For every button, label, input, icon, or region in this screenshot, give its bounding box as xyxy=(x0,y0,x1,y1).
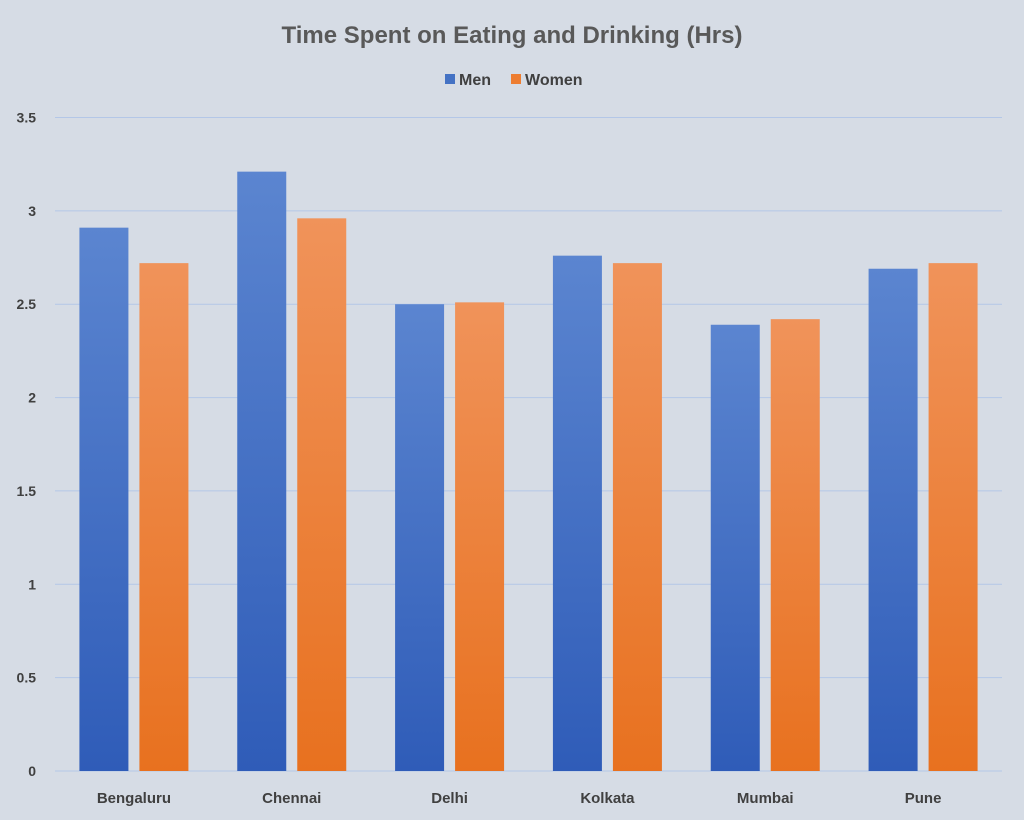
x-tick-label: Bengaluru xyxy=(97,790,171,807)
x-tick-label: Chennai xyxy=(262,790,321,807)
bar-men-delhi xyxy=(395,304,445,771)
x-tick-label: Pune xyxy=(905,790,942,807)
y-tick-label: 2.5 xyxy=(17,296,37,312)
bar-men-chennai xyxy=(237,171,287,771)
y-tick-label: 0.5 xyxy=(17,670,37,686)
bar-women-kolkata xyxy=(612,263,662,771)
gridlines xyxy=(55,117,1002,772)
y-tick-label: 3.5 xyxy=(17,110,37,126)
x-axis: Bengaluru Chennai Delhi Kolkata Mumbai Pune xyxy=(97,790,942,807)
bar-men-kolkata xyxy=(552,255,602,771)
y-tick-label: 2 xyxy=(28,390,36,406)
legend-swatch-women xyxy=(511,74,521,84)
legend-swatch-men xyxy=(445,74,455,84)
bar-men-mumbai xyxy=(710,324,760,771)
y-tick-label: 3 xyxy=(28,203,36,219)
bar-women-pune xyxy=(928,263,978,771)
x-tick-label: Kolkata xyxy=(580,790,635,807)
x-tick-label: Delhi xyxy=(431,790,468,807)
y-tick-label: 1 xyxy=(28,576,36,592)
bar-men-pune xyxy=(868,268,918,771)
y-axis: 0 0.5 1 1.5 2 2.5 3 3.5 xyxy=(17,110,37,780)
y-tick-label: 0 xyxy=(28,763,36,779)
legend: Men Women xyxy=(445,72,582,89)
bars xyxy=(79,171,978,772)
legend-label-men: Men xyxy=(459,72,491,89)
bar-women-delhi xyxy=(455,302,505,771)
chart-title: Time Spent on Eating and Drinking (Hrs) xyxy=(282,22,743,49)
bar-women-mumbai xyxy=(770,319,820,771)
bar-women-chennai xyxy=(297,218,347,772)
legend-label-women: Women xyxy=(525,72,582,89)
bar-women-bengaluru xyxy=(139,263,189,771)
x-tick-label: Mumbai xyxy=(737,790,794,807)
y-tick-label: 1.5 xyxy=(17,483,37,499)
bar-men-bengaluru xyxy=(79,227,129,771)
